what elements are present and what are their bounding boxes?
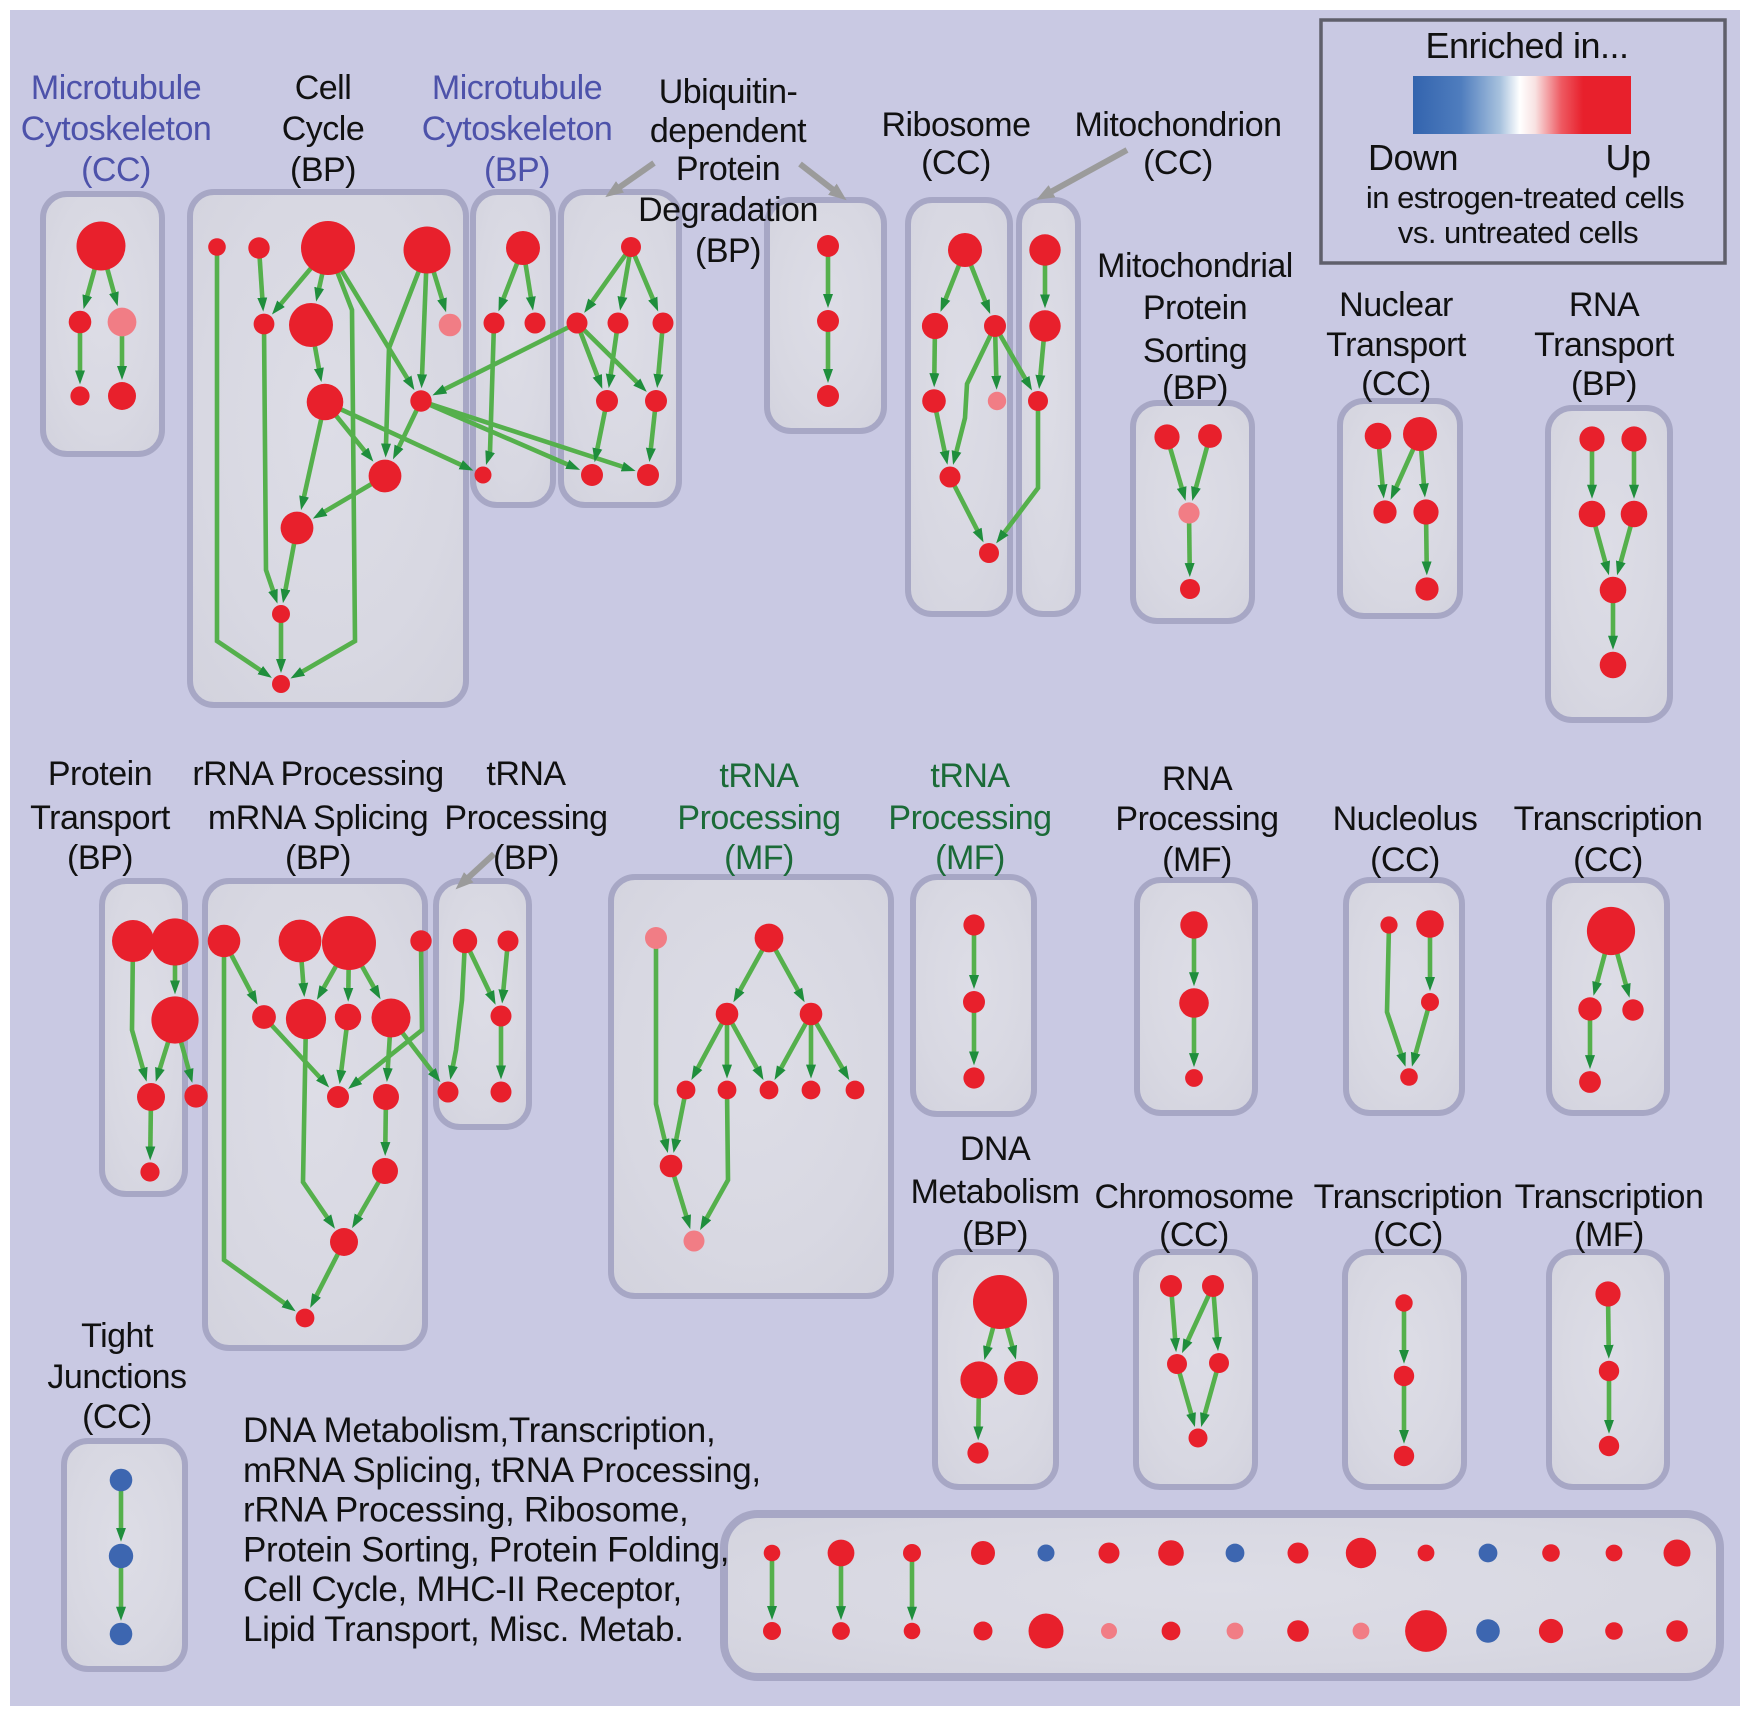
- svg-text:(CC): (CC): [81, 151, 151, 189]
- svg-text:(CC): (CC): [1370, 841, 1440, 879]
- svg-text:Junctions: Junctions: [47, 1358, 186, 1396]
- svg-text:Transcription: Transcription: [1514, 800, 1703, 838]
- svg-text:rRNA Processing, Ribosome,: rRNA Processing, Ribosome,: [243, 1491, 688, 1530]
- svg-text:(BP): (BP): [1571, 365, 1637, 403]
- svg-text:dependent: dependent: [650, 112, 807, 150]
- svg-text:Down: Down: [1368, 137, 1458, 178]
- svg-text:(CC): (CC): [1373, 1216, 1443, 1254]
- svg-text:Protein: Protein: [676, 150, 780, 188]
- svg-text:Processing: Processing: [677, 799, 840, 837]
- svg-text:Processing: Processing: [888, 799, 1051, 837]
- svg-text:(CC): (CC): [921, 144, 991, 182]
- svg-text:DNA Metabolism,Transcription,: DNA Metabolism,Transcription,: [243, 1411, 715, 1450]
- svg-text:(BP): (BP): [67, 839, 133, 877]
- svg-text:(MF): (MF): [724, 839, 794, 877]
- svg-text:DNA: DNA: [960, 1130, 1031, 1168]
- svg-text:(CC): (CC): [82, 1398, 152, 1436]
- svg-text:(BP): (BP): [285, 839, 351, 877]
- svg-text:Mitochondrion: Mitochondrion: [1074, 106, 1281, 144]
- svg-text:RNA: RNA: [1162, 760, 1233, 798]
- svg-text:Cycle: Cycle: [282, 110, 365, 148]
- svg-text:(BP): (BP): [493, 839, 559, 877]
- svg-text:(MF): (MF): [1162, 841, 1232, 879]
- svg-text:Protein: Protein: [48, 755, 152, 793]
- svg-text:(BP): (BP): [962, 1215, 1028, 1253]
- svg-text:vs. untreated cells: vs. untreated cells: [1398, 215, 1638, 250]
- svg-text:Protein Sorting, Protein Foldi: Protein Sorting, Protein Folding,: [243, 1530, 729, 1569]
- svg-text:Ribosome: Ribosome: [881, 106, 1030, 144]
- svg-text:(CC): (CC): [1143, 144, 1213, 182]
- svg-text:Cell Cycle, MHC-II Receptor,: Cell Cycle, MHC-II Receptor,: [243, 1570, 682, 1609]
- svg-text:Transcription: Transcription: [1314, 1178, 1503, 1216]
- svg-text:Transport: Transport: [30, 799, 171, 837]
- svg-text:Nuclear: Nuclear: [1339, 286, 1453, 324]
- svg-text:Sorting: Sorting: [1143, 332, 1247, 370]
- svg-text:Tight: Tight: [81, 1317, 154, 1355]
- svg-text:Transport: Transport: [1534, 326, 1675, 364]
- svg-text:Cytoskeleton: Cytoskeleton: [21, 110, 212, 148]
- svg-text:tRNA: tRNA: [930, 757, 1010, 795]
- svg-text:(CC): (CC): [1573, 841, 1643, 879]
- svg-text:(CC): (CC): [1159, 1216, 1229, 1254]
- svg-text:Chromosome: Chromosome: [1094, 1178, 1293, 1216]
- svg-text:Ubiquitin-: Ubiquitin-: [659, 73, 798, 111]
- svg-text:Up: Up: [1605, 137, 1650, 178]
- svg-text:mRNA Splicing, tRNA Processing: mRNA Splicing, tRNA Processing,: [243, 1451, 761, 1490]
- svg-text:(BP): (BP): [484, 151, 550, 189]
- svg-text:Transcription: Transcription: [1515, 1178, 1704, 1216]
- svg-text:Processing: Processing: [444, 799, 607, 837]
- svg-text:rRNA Processing: rRNA Processing: [192, 755, 443, 793]
- svg-text:tRNA: tRNA: [486, 755, 566, 793]
- svg-text:Metabolism: Metabolism: [911, 1173, 1080, 1211]
- svg-text:Nucleolus: Nucleolus: [1333, 800, 1478, 838]
- svg-text:(CC): (CC): [1361, 365, 1431, 403]
- svg-text:Microtubule: Microtubule: [432, 69, 602, 107]
- svg-text:in estrogen-treated cells: in estrogen-treated cells: [1366, 180, 1684, 215]
- svg-text:(BP): (BP): [695, 232, 761, 270]
- svg-text:Protein: Protein: [1143, 289, 1247, 327]
- svg-text:Cytoskeleton: Cytoskeleton: [422, 110, 613, 148]
- svg-text:(MF): (MF): [1574, 1216, 1644, 1254]
- svg-text:Degradation: Degradation: [638, 191, 818, 229]
- svg-text:tRNA: tRNA: [719, 757, 799, 795]
- svg-text:Enriched in...: Enriched in...: [1425, 25, 1628, 66]
- svg-text:(BP): (BP): [1162, 369, 1228, 407]
- svg-text:(BP): (BP): [290, 151, 356, 189]
- svg-text:Cell: Cell: [295, 69, 352, 107]
- svg-text:RNA: RNA: [1569, 286, 1640, 324]
- svg-text:Transport: Transport: [1326, 326, 1467, 364]
- svg-text:Lipid Transport, Misc. Metab.: Lipid Transport, Misc. Metab.: [243, 1610, 684, 1649]
- svg-text:mRNA Splicing: mRNA Splicing: [208, 799, 428, 837]
- svg-text:Processing: Processing: [1115, 800, 1278, 838]
- svg-text:Microtubule: Microtubule: [31, 69, 201, 107]
- svg-text:Mitochondrial: Mitochondrial: [1097, 247, 1293, 285]
- svg-text:(MF): (MF): [935, 839, 1005, 877]
